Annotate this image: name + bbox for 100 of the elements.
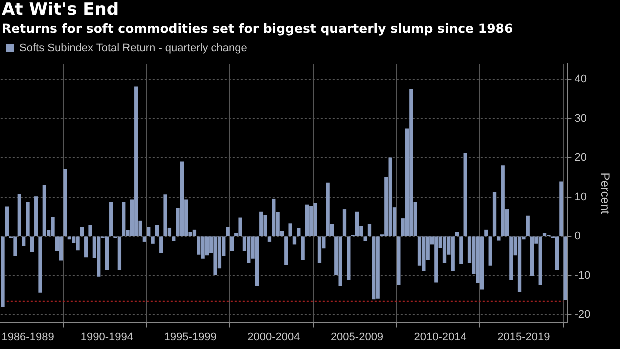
bar — [355, 212, 360, 236]
bar — [160, 236, 164, 254]
bar — [34, 196, 38, 236]
bar — [347, 236, 351, 280]
x-tick-label: 2000-2004 — [248, 331, 300, 344]
legend-label: Softs Subindex Total Return - quarterly change — [20, 42, 248, 55]
bar — [42, 185, 47, 236]
bar — [372, 236, 376, 300]
bar — [38, 236, 42, 293]
bar — [134, 86, 138, 236]
bar — [388, 158, 392, 236]
bar — [255, 236, 260, 286]
y-tick-label: 40 — [574, 74, 587, 86]
bar — [455, 232, 460, 236]
x-tick-label: 1990-1994 — [80, 331, 134, 344]
y-tick-label: 20 — [574, 152, 587, 164]
bar — [164, 194, 168, 236]
bar — [564, 236, 568, 300]
bar — [326, 182, 330, 236]
bar — [284, 236, 288, 266]
bar — [338, 236, 342, 286]
bar — [14, 236, 18, 256]
bar — [118, 236, 122, 270]
bar — [26, 202, 30, 236]
bar — [64, 170, 68, 236]
bar — [22, 236, 26, 246]
bar — [497, 236, 501, 241]
bar — [142, 236, 147, 242]
bar — [542, 233, 547, 236]
bar — [555, 236, 560, 270]
bar — [76, 236, 80, 251]
bar — [480, 236, 484, 290]
y-axis-title: Percent — [598, 172, 612, 215]
bar — [1, 236, 5, 308]
bar — [110, 202, 114, 236]
bar — [30, 236, 34, 253]
bar — [297, 228, 301, 236]
bar — [68, 236, 72, 240]
bar — [172, 236, 176, 242]
bar — [397, 236, 401, 286]
bar — [538, 236, 542, 286]
bar — [410, 90, 414, 236]
x-tick-label: 1986-1989 — [2, 331, 54, 344]
bar — [292, 236, 297, 245]
bar — [247, 236, 251, 264]
bar — [155, 225, 160, 236]
bar — [314, 203, 318, 236]
bar — [88, 225, 92, 236]
bar — [305, 204, 310, 236]
y-tick-label: -10 — [574, 270, 591, 282]
bar — [97, 236, 101, 277]
y-tick-label: -20 — [574, 308, 591, 321]
bar — [376, 236, 380, 299]
bar — [272, 198, 276, 236]
bar — [442, 236, 447, 264]
bar — [510, 236, 514, 280]
bar — [230, 236, 234, 252]
bar — [268, 236, 272, 242]
bar — [264, 215, 268, 236]
y-tick-label: 10 — [574, 191, 587, 204]
x-tick-label: 2010-2014 — [414, 331, 467, 344]
x-tick-label: 2005-2009 — [330, 331, 384, 344]
bar — [192, 230, 197, 236]
bar — [151, 236, 155, 244]
bar — [488, 236, 492, 266]
bar — [84, 236, 88, 258]
bar — [530, 236, 534, 276]
bar — [526, 216, 530, 236]
bar — [18, 194, 22, 236]
bar — [301, 236, 305, 260]
x-tick-label: 1995-1999 — [164, 331, 217, 344]
bar — [560, 182, 564, 236]
bar — [197, 236, 201, 255]
chart-subtitle: Returns for soft commodities set for biggest quarterly slump since 1986 — [1, 20, 514, 37]
bar — [368, 224, 372, 236]
bar — [226, 227, 230, 236]
y-tick-label: 30 — [574, 112, 587, 125]
bar — [147, 227, 151, 236]
bar — [122, 202, 126, 236]
bar — [5, 206, 9, 236]
bar — [460, 236, 464, 264]
bar — [342, 210, 347, 236]
bar — [105, 236, 110, 270]
chart-title: At Wit's End — [1, 0, 120, 20]
bar — [501, 166, 505, 236]
bar — [434, 236, 438, 283]
bar — [238, 218, 242, 236]
bar — [484, 230, 488, 236]
bar — [318, 236, 322, 264]
bar — [492, 192, 497, 236]
bar — [51, 217, 55, 236]
bar — [60, 236, 64, 261]
bar — [464, 153, 468, 236]
x-tick-label: 2015-2019 — [498, 331, 550, 344]
bar — [180, 162, 184, 236]
bar — [310, 206, 314, 236]
bar — [80, 227, 84, 236]
bar — [518, 236, 522, 292]
bar — [288, 224, 292, 236]
bar — [201, 236, 205, 259]
